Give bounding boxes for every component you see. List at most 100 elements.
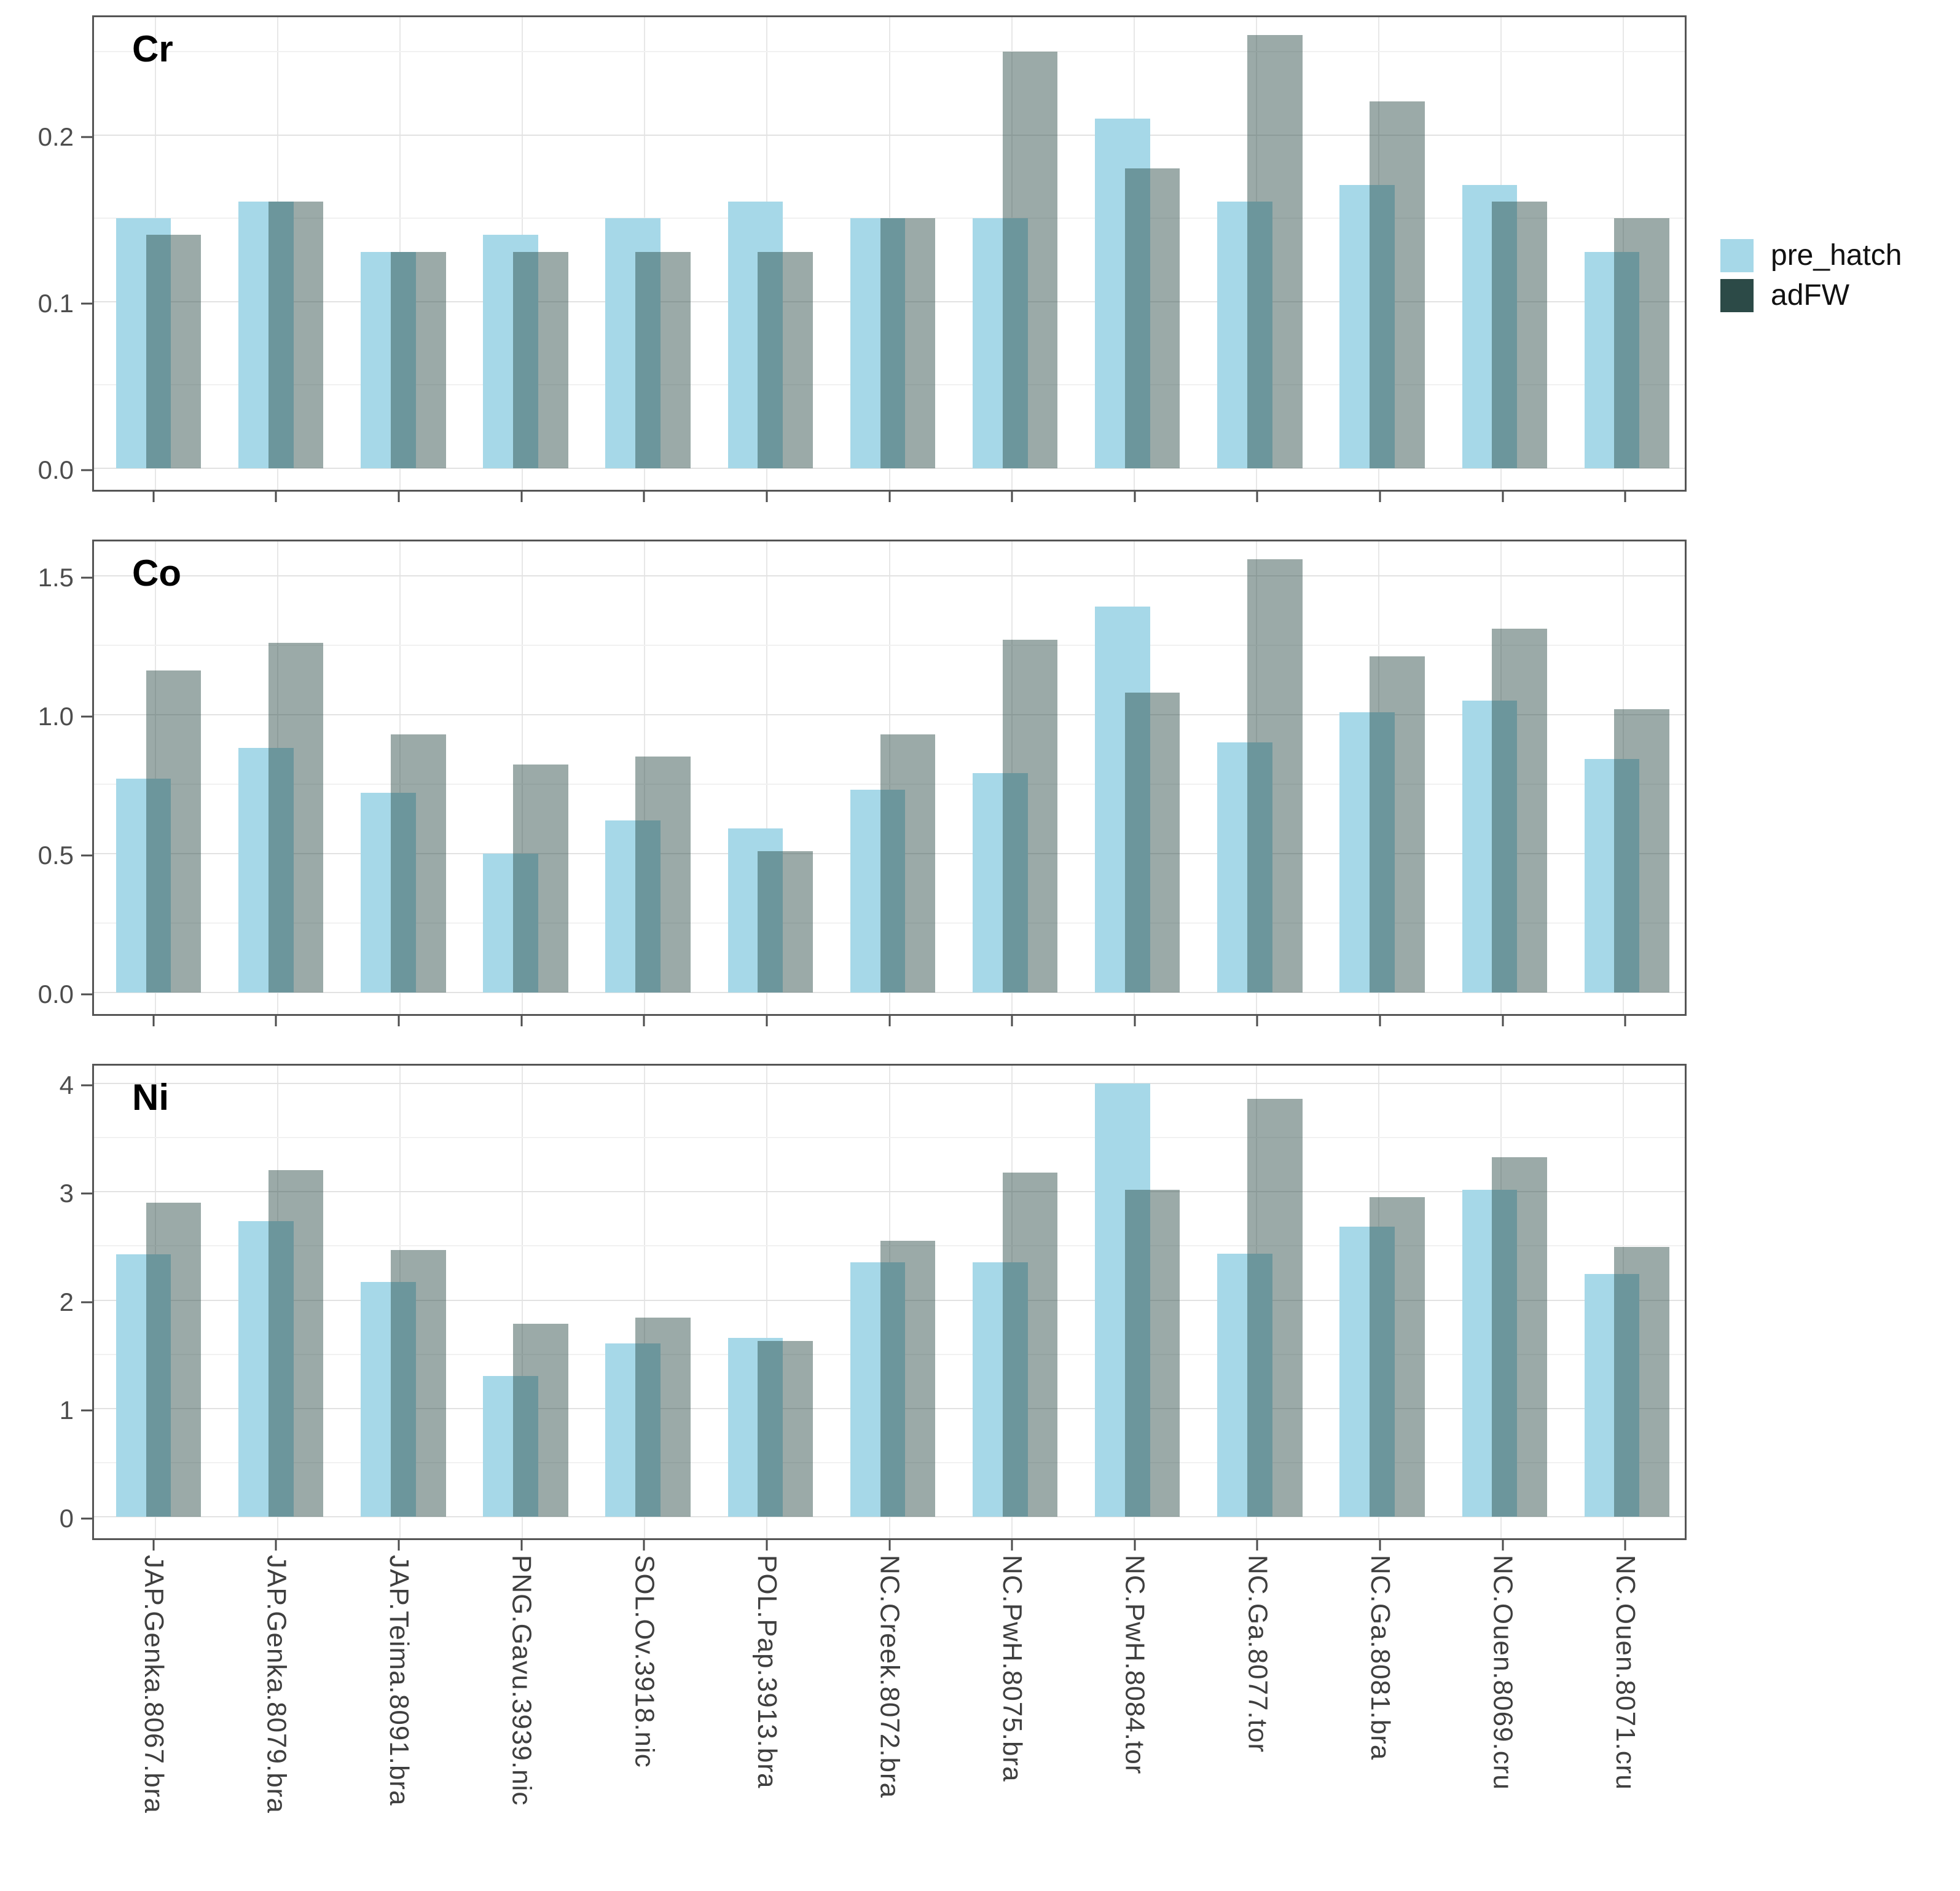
bar-adfw: [1614, 1247, 1670, 1517]
bar-adfw: [268, 1170, 324, 1517]
bar-adfw: [1124, 1189, 1180, 1517]
x-tick-mark: [888, 492, 890, 502]
x-tick-mark: [1379, 1016, 1381, 1026]
bar-adfw: [146, 670, 202, 993]
bar-pre-hatch: [483, 1375, 538, 1517]
x-tick-mark: [1134, 1540, 1136, 1551]
x-axis-labels: JAP.Genka.8067.bra JAP.Genka.8079.bra JAP.…: [92, 1555, 1687, 1891]
x-tick-mark: [1134, 1016, 1136, 1026]
x-tick-mark: [1256, 1016, 1258, 1026]
bar-adfw: [268, 202, 324, 468]
bar-adfw: [1370, 101, 1425, 468]
bar-adfw: [513, 1324, 568, 1517]
bar-pre-hatch: [1217, 1253, 1272, 1517]
bar-pre-hatch: [605, 820, 661, 993]
bar-adfw: [1247, 35, 1303, 468]
x-tick-mark: [643, 1540, 645, 1551]
bar-adfw: [1002, 640, 1058, 993]
major-gridline: [94, 134, 1685, 136]
x-tick-mark: [1256, 1540, 1258, 1551]
x-tick-mark: [766, 1016, 768, 1026]
vertical-gridline: [154, 541, 156, 1014]
bar-adfw: [1370, 1197, 1425, 1517]
y-tick-label: 1.5: [37, 563, 74, 592]
minor-gridline: [94, 784, 1685, 785]
bar-adfw: [880, 218, 936, 468]
x-tick-mark: [888, 1016, 890, 1026]
major-gridline: [94, 1516, 1685, 1517]
y-tick-mark: [81, 715, 92, 718]
x-axis-label: NC.Creek.8072.bra: [874, 1555, 905, 1799]
x-tick-mark: [152, 492, 155, 502]
x-tick-mark: [275, 1016, 277, 1026]
y-tick-label: 3: [59, 1179, 74, 1208]
vertical-gridline: [522, 541, 523, 1014]
vertical-gridline: [644, 1066, 646, 1538]
y-tick-label: 0.5: [37, 841, 74, 870]
bar-adfw: [146, 1202, 202, 1517]
x-axis-label: JAP.Genka.8079.bra: [261, 1555, 292, 1814]
legend-label-adfw: adFW: [1771, 279, 1850, 312]
x-tick-mark: [1011, 1540, 1013, 1551]
bar-adfw: [1247, 559, 1303, 993]
legend: pre_hatch adFW: [1720, 238, 1902, 312]
x-tick-mark: [1624, 1540, 1626, 1551]
bar-pre-hatch: [1584, 251, 1640, 468]
bar-adfw: [880, 1240, 936, 1517]
y-tick-mark: [81, 302, 92, 305]
bar-adfw: [1124, 692, 1180, 993]
vertical-gridline: [766, 1066, 768, 1538]
bar-adfw: [268, 642, 324, 993]
x-tick-mark: [520, 1016, 523, 1026]
x-tick-mark: [275, 1540, 277, 1551]
y-tick-mark: [81, 993, 92, 996]
bar-pre-hatch: [361, 792, 416, 993]
y-tick-label: 0.0: [37, 455, 74, 484]
x-axis-label: POL.Pap.3913.bra: [751, 1555, 782, 1789]
bar-pre-hatch: [1584, 759, 1640, 993]
legend-item-pre-hatch: pre_hatch: [1720, 238, 1902, 272]
bar-pre-hatch: [483, 235, 538, 468]
bar-adfw: [146, 235, 202, 468]
x-tick-mark: [1379, 1540, 1381, 1551]
bar-pre-hatch: [238, 202, 294, 468]
x-tick-mark: [766, 492, 768, 502]
bar-pre-hatch: [238, 1221, 294, 1517]
x-axis-label: JAP.Teima.8091.bra: [384, 1555, 415, 1806]
bar-pre-hatch: [1462, 701, 1518, 993]
y-tick-mark: [81, 854, 92, 857]
minor-gridline: [94, 645, 1685, 647]
panel-title-co: Co: [132, 552, 181, 594]
bar-adfw: [390, 251, 446, 468]
x-axis-label: NC.Ga.8077.tor: [1242, 1555, 1273, 1753]
x-tick-mark: [398, 1016, 400, 1026]
y-tick-label: 2: [59, 1287, 74, 1316]
bar-pre-hatch: [1217, 202, 1272, 468]
y-tick-mark: [81, 1409, 92, 1412]
vertical-gridline: [644, 541, 646, 1014]
y-tick-label: 0: [59, 1504, 74, 1533]
x-tick-mark: [152, 1016, 155, 1026]
bar-adfw: [1614, 709, 1670, 993]
bar-pre-hatch: [972, 1262, 1028, 1517]
legend-item-adfw: adFW: [1720, 278, 1902, 312]
bar-adfw: [880, 734, 936, 993]
major-gridline: [94, 1083, 1685, 1084]
x-tick-mark: [1624, 492, 1626, 502]
x-tick-mark: [888, 1540, 890, 1551]
y-tick-label: 4: [59, 1071, 74, 1099]
x-axis-label: JAP.Genka.8067.bra: [138, 1555, 169, 1814]
bar-adfw: [390, 734, 446, 993]
x-tick-mark: [1011, 492, 1013, 502]
minor-gridline: [94, 1245, 1685, 1247]
y-tick-label: 0.1: [37, 288, 74, 318]
bar-adfw: [1002, 1172, 1058, 1517]
bar-pre-hatch: [1584, 1274, 1640, 1517]
panel-cr: Cr: [92, 15, 1687, 492]
bar-adfw: [1614, 218, 1670, 468]
bar-pre-hatch: [1339, 1226, 1395, 1517]
y-tick-mark: [81, 469, 92, 471]
panel-title-cr: Cr: [132, 28, 173, 69]
x-tick-mark: [1256, 492, 1258, 502]
bar-pre-hatch: [1095, 606, 1150, 993]
